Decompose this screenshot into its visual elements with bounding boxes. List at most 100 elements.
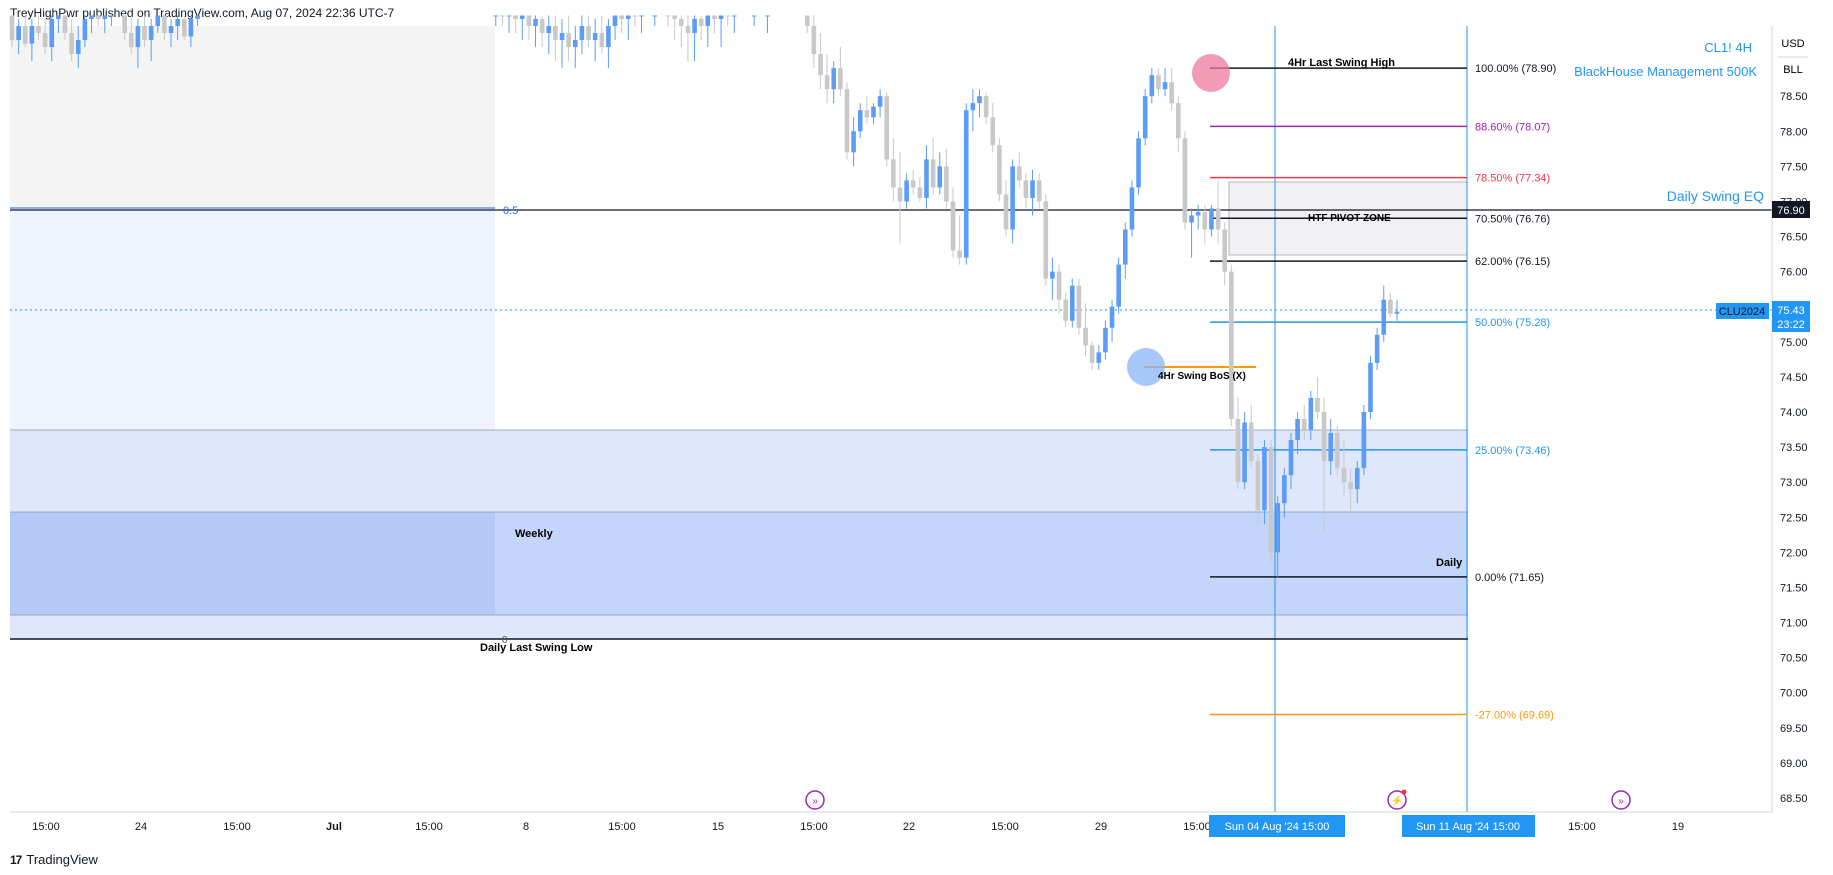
x-tick-label: 15:00 [1183, 821, 1211, 833]
candle-body [162, 15, 167, 34]
candle-body [22, 26, 28, 44]
candle-body [148, 26, 154, 41]
candle-body [811, 26, 817, 55]
candle-body [519, 15, 525, 19]
swing-low-label: Daily Last Swing Low [480, 642, 593, 654]
candle-body [944, 166, 949, 202]
candle-body [1123, 229, 1128, 265]
candle-body [1295, 419, 1300, 441]
x-tick-label: 19 [1672, 821, 1684, 833]
y-tick-label: 68.50 [1780, 793, 1808, 805]
candle-body [924, 159, 929, 198]
fib-label-8: -27.00% (69.69) [1475, 709, 1554, 721]
candle-body [102, 15, 108, 19]
candle-body [572, 40, 578, 48]
candle-body [1242, 422, 1247, 483]
candle-body [685, 26, 691, 34]
candle-body [1156, 75, 1161, 90]
candle-body [698, 18, 704, 26]
candle-body [599, 33, 605, 48]
y-tick-label: 71.50 [1780, 582, 1808, 594]
candle-body [877, 96, 883, 107]
candle-body [864, 110, 870, 118]
candle-body [1248, 422, 1254, 462]
candle-body [1162, 82, 1168, 90]
weekly-zone-lower [10, 615, 1468, 639]
symbol-badge-label: CLU2024 [1719, 306, 1765, 318]
candle-body [1202, 211, 1208, 230]
candle-body [718, 15, 724, 19]
fib-label-2: 78.50% (77.34) [1475, 173, 1550, 185]
last-price-value: 75.43 [1777, 305, 1805, 317]
candle-body [1381, 299, 1387, 335]
candle-body [506, 15, 512, 17]
y-tick-label: 72.00 [1780, 547, 1808, 559]
premium-zone [10, 211, 495, 431]
candle-body [155, 15, 161, 26]
candle-body [493, 15, 499, 17]
candle-body [725, 15, 730, 17]
y-tick-label: 76.50 [1780, 232, 1808, 244]
candle-body [1335, 433, 1340, 469]
candle-body [1083, 327, 1088, 346]
fib-label-5: 50.00% (75.28) [1475, 317, 1550, 329]
candle-body [910, 180, 916, 188]
bos-label: 4Hr Swing BoS (X) [1158, 371, 1246, 382]
date-badge-aug11-label: Sun 11 Aug '24 15:00 [1416, 821, 1520, 833]
event-dot-icon [1401, 789, 1407, 795]
candle-body [804, 15, 810, 26]
candle-body [851, 131, 856, 153]
candle-body [533, 18, 538, 26]
tradingview-logo-icon: 17 [10, 852, 22, 867]
candle-body [619, 15, 624, 19]
fib-label-1: 88.60% (78.07) [1475, 121, 1550, 133]
y-tick-label: 72.50 [1780, 512, 1808, 524]
candle-body [62, 15, 68, 34]
candle-body [75, 40, 81, 55]
candle-body [1268, 447, 1274, 553]
candle-body [1195, 211, 1201, 216]
candle-body [1036, 180, 1042, 202]
swing-low-marker [1127, 348, 1165, 386]
candle-body [142, 26, 147, 41]
candle-body [1016, 166, 1022, 181]
candle-body [1348, 482, 1353, 490]
candle-body [1368, 362, 1373, 412]
candle-body [1282, 475, 1287, 504]
half-label: 0.5 [503, 205, 518, 217]
x-tick-label: 15:00 [800, 821, 828, 833]
candle-body [566, 33, 571, 48]
y-tick-label: 77.50 [1780, 161, 1808, 173]
candle-body [1361, 411, 1367, 469]
zero-label: 0 [502, 635, 508, 646]
swing-high-marker [1192, 54, 1230, 92]
candle-body [1010, 166, 1015, 230]
candle-body [1142, 96, 1148, 139]
candle-body [1275, 503, 1281, 553]
candle-body [625, 15, 631, 19]
x-tick-label: 15:00 [608, 821, 636, 833]
candle-body [665, 15, 671, 17]
candle-body [1229, 271, 1234, 419]
candle-body [1321, 411, 1327, 462]
candle-body [546, 26, 552, 34]
candle-body [500, 15, 505, 17]
daily-label: Daily [1436, 557, 1463, 569]
candle-body [592, 33, 598, 41]
lightning-event-icon [1387, 790, 1407, 810]
candle-body [831, 68, 837, 90]
candle-body [1215, 208, 1221, 230]
candle-body [1116, 264, 1121, 307]
y-tick-label: 69.50 [1780, 723, 1808, 735]
candle-body [1096, 352, 1102, 363]
candle-body [838, 68, 843, 90]
candle-body [1209, 208, 1214, 230]
y-tick-label: 75.00 [1780, 337, 1808, 349]
candle-body [9, 15, 15, 41]
y-tick-label: 71.00 [1780, 618, 1808, 630]
daily-swing-eq-label: Daily Swing EQ [1667, 188, 1764, 204]
candle-body [526, 15, 532, 26]
currency-label: USD [1781, 38, 1804, 50]
candle-body [1089, 345, 1095, 363]
